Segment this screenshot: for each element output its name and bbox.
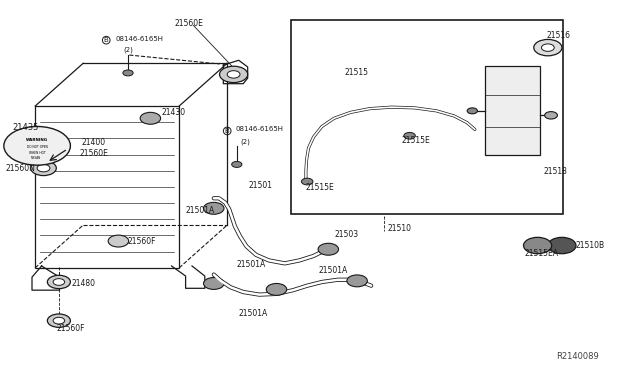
Text: 21501A: 21501A xyxy=(186,206,215,215)
Text: 21510B: 21510B xyxy=(576,241,605,250)
Text: 21515EA: 21515EA xyxy=(525,249,559,258)
Circle shape xyxy=(220,66,248,83)
Circle shape xyxy=(548,237,576,254)
Circle shape xyxy=(123,70,133,76)
Text: DO NOT OPEN: DO NOT OPEN xyxy=(27,145,47,149)
Circle shape xyxy=(204,278,224,289)
Text: 21515E: 21515E xyxy=(402,136,431,145)
Text: (2): (2) xyxy=(124,47,133,54)
Text: 21516: 21516 xyxy=(547,31,571,40)
Circle shape xyxy=(31,161,56,176)
Text: 21560N: 21560N xyxy=(5,164,35,173)
Circle shape xyxy=(108,235,129,247)
Circle shape xyxy=(545,112,557,119)
Circle shape xyxy=(47,314,70,327)
Text: 21560F: 21560F xyxy=(128,237,157,246)
Text: 08146-6165H: 08146-6165H xyxy=(115,36,163,42)
Text: 21480: 21480 xyxy=(72,279,96,288)
Text: 21430: 21430 xyxy=(161,108,186,117)
Text: B: B xyxy=(225,128,230,134)
Text: 08146-6165H: 08146-6165H xyxy=(236,126,284,132)
Circle shape xyxy=(204,202,224,214)
Circle shape xyxy=(53,279,65,285)
Circle shape xyxy=(266,283,287,295)
Text: 21515: 21515 xyxy=(344,68,369,77)
Text: 21518: 21518 xyxy=(544,167,568,176)
Text: 21501A: 21501A xyxy=(237,260,266,269)
Circle shape xyxy=(318,243,339,255)
Text: 21501A: 21501A xyxy=(238,309,268,318)
Text: 21501: 21501 xyxy=(248,181,273,190)
Bar xyxy=(291,20,563,214)
Circle shape xyxy=(534,39,562,56)
Circle shape xyxy=(541,44,554,51)
Text: NISSAN: NISSAN xyxy=(31,156,41,160)
Circle shape xyxy=(37,164,50,172)
Text: 21503: 21503 xyxy=(334,230,358,239)
Text: (2): (2) xyxy=(240,138,250,145)
Text: 21560E: 21560E xyxy=(174,19,204,28)
Circle shape xyxy=(524,237,552,254)
Text: 21510: 21510 xyxy=(387,224,412,233)
Text: 21560F: 21560F xyxy=(56,324,85,333)
Circle shape xyxy=(53,317,65,324)
Text: WARNING: WARNING xyxy=(26,138,48,142)
Circle shape xyxy=(301,178,313,185)
Circle shape xyxy=(4,126,70,165)
Text: 21400: 21400 xyxy=(82,138,106,147)
Circle shape xyxy=(347,275,367,287)
Text: WHEN HOT: WHEN HOT xyxy=(29,151,45,154)
Circle shape xyxy=(232,161,242,167)
Circle shape xyxy=(467,108,477,114)
Circle shape xyxy=(47,275,70,289)
Circle shape xyxy=(227,71,240,78)
Text: R2140089: R2140089 xyxy=(556,352,598,361)
Text: 21515E: 21515E xyxy=(306,183,335,192)
Text: 21435: 21435 xyxy=(12,123,39,132)
Text: 21560E: 21560E xyxy=(80,149,109,158)
Circle shape xyxy=(140,112,161,124)
Text: 21501A: 21501A xyxy=(319,266,348,275)
Circle shape xyxy=(404,132,415,139)
Bar xyxy=(485,66,540,155)
Bar xyxy=(35,106,179,268)
Text: B: B xyxy=(104,37,109,43)
